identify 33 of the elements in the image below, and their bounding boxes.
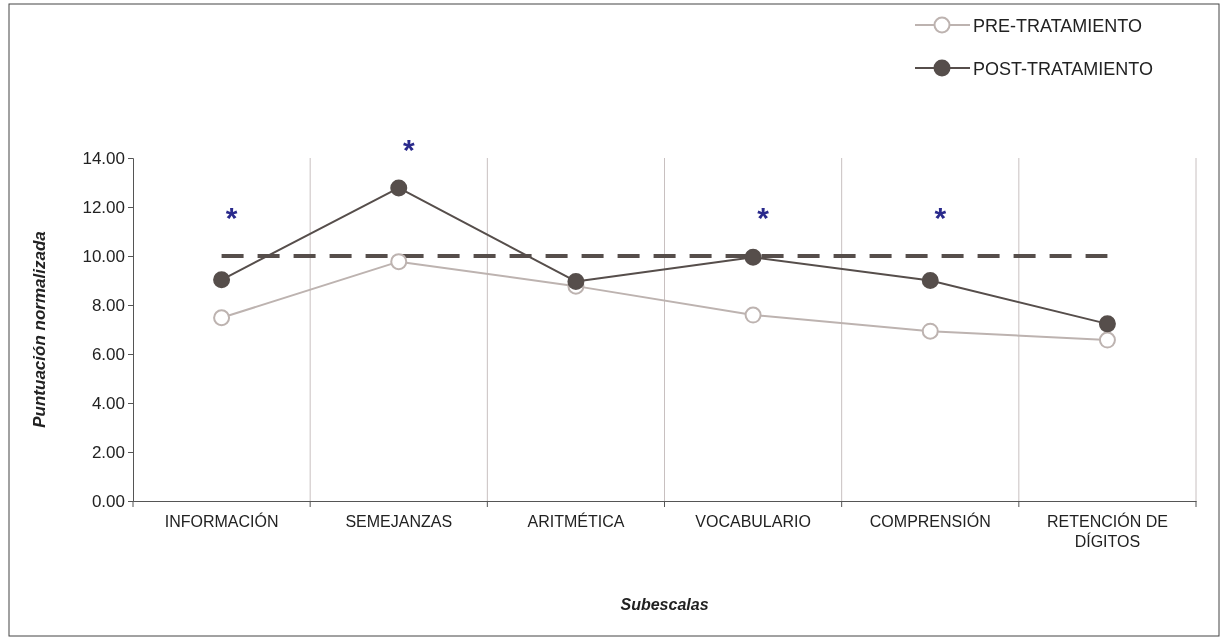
y-tick-label: 8.00 <box>91 295 125 315</box>
x-tick-label: SEMEJANZAS <box>345 513 453 530</box>
point <box>390 253 408 271</box>
x-tick-label: ARITMÉTICA <box>527 512 625 530</box>
point <box>213 271 231 289</box>
point <box>921 322 939 340</box>
y-tick-label: 12.00 <box>82 197 125 217</box>
y-tick-label: 4.00 <box>91 393 125 413</box>
point <box>390 179 408 197</box>
y-tick-label: 2.00 <box>91 442 125 462</box>
point <box>744 248 762 266</box>
y-tick-label: 0.00 <box>91 491 125 511</box>
point <box>1098 315 1116 333</box>
y-axis-title: Puntuación normalizada <box>30 231 49 428</box>
point <box>744 306 762 324</box>
x-tick-label: VOCABULARIO <box>695 513 811 530</box>
annotation: * <box>225 201 238 234</box>
y-tick-label: 6.00 <box>91 344 125 364</box>
annotation: * <box>757 201 770 234</box>
x-axis-title: Subescalas <box>620 596 709 613</box>
annotation: * <box>934 201 947 234</box>
legend-label: POST-TRATAMIENTO <box>973 59 1154 79</box>
y-tick-label: 14.00 <box>82 148 125 168</box>
legend-label: PRE-TRATAMIENTO <box>973 16 1143 36</box>
point <box>1098 331 1116 349</box>
x-tick-label: COMPRENSIÓN <box>869 512 991 530</box>
point <box>213 309 231 327</box>
annotation: * <box>402 132 415 166</box>
x-tick-label: INFORMACIÓN <box>164 512 279 530</box>
x-tick-label: RETENCIÓN DE DÍGITOS <box>1046 512 1168 550</box>
point <box>921 272 939 289</box>
y-tick-label: 10.00 <box>82 246 125 266</box>
point <box>567 272 585 290</box>
